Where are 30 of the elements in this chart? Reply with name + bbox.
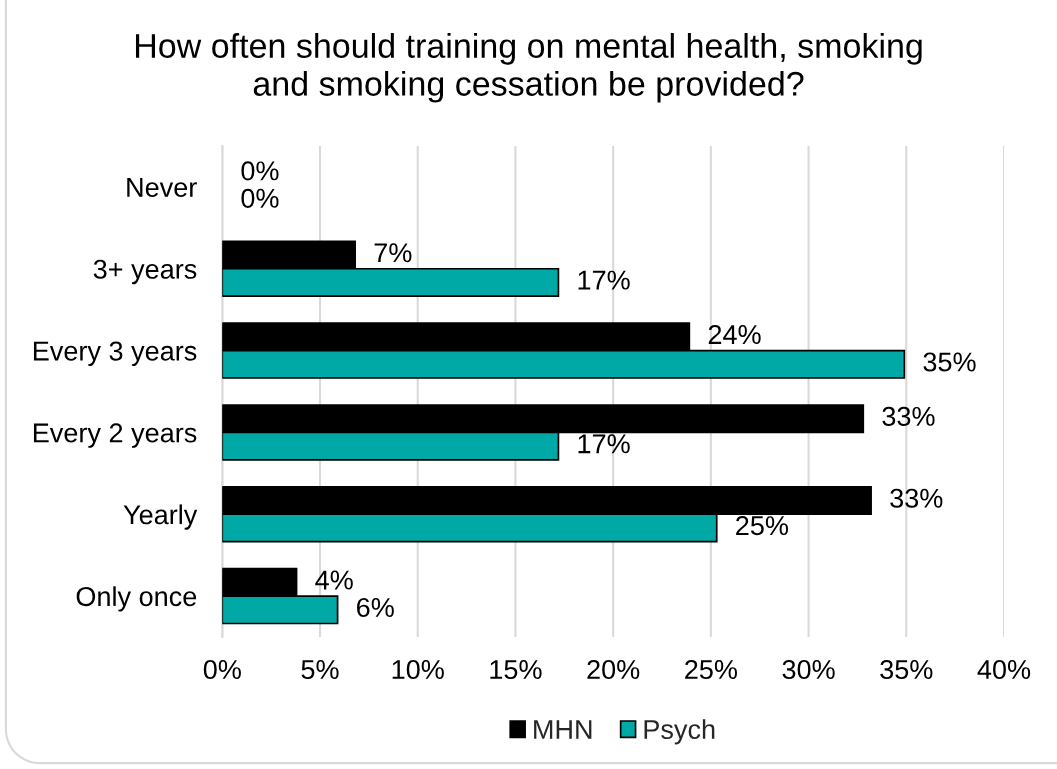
legend-label: MHN bbox=[534, 720, 592, 739]
data-label: 33% bbox=[882, 406, 935, 426]
data-label: 7% bbox=[374, 243, 412, 263]
data-label: 33% bbox=[890, 488, 943, 508]
y-tick-label: Every 3 years bbox=[33, 341, 197, 367]
data-label: 25% bbox=[736, 516, 789, 536]
x-tick-label: 5% bbox=[301, 660, 339, 680]
y-tick-label: Yearly bbox=[123, 504, 198, 530]
x-tick-label: 10% bbox=[392, 659, 444, 680]
x-tick-label: 40% bbox=[977, 659, 1031, 680]
legend-label: Psych bbox=[644, 719, 715, 745]
data-label: 35% bbox=[923, 352, 976, 372]
y-tick-label: Every 2 years bbox=[33, 423, 197, 448]
data-label: 6% bbox=[357, 597, 394, 618]
x-tick-label: 15% bbox=[490, 660, 542, 680]
data-label: 17% bbox=[578, 434, 630, 454]
x-tick-label: 20% bbox=[587, 659, 640, 680]
data-label: 17% bbox=[578, 270, 630, 290]
x-tick-label: 30% bbox=[782, 659, 835, 680]
data-label: 0% bbox=[241, 188, 279, 208]
x-tick-label: 35% bbox=[880, 659, 933, 680]
x-tick-label: 25% bbox=[685, 659, 737, 680]
data-label: 0% bbox=[241, 161, 279, 181]
x-tick-label: 0% bbox=[203, 659, 241, 680]
y-tick-label: Only once bbox=[76, 586, 197, 612]
data-label: 4% bbox=[315, 570, 353, 590]
y-tick-label: 3+ years bbox=[93, 259, 197, 285]
chart-title: How often should training on mental health, smoking and smoking cessation be provided? bbox=[135, 33, 922, 103]
data-label: 24% bbox=[708, 324, 761, 345]
y-tick-label: Never bbox=[127, 178, 197, 197]
